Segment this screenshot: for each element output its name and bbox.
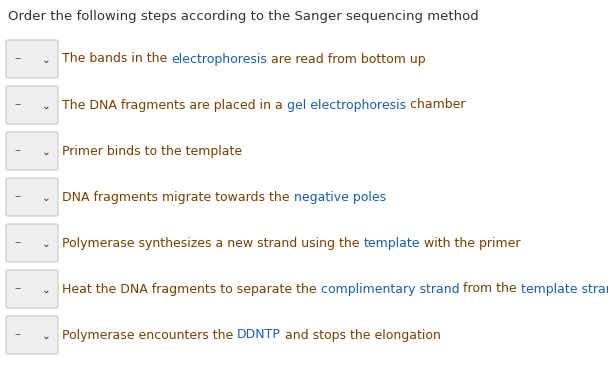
Text: ⌄: ⌄ xyxy=(42,239,50,249)
Text: DDNTP: DDNTP xyxy=(237,328,281,342)
Text: –: – xyxy=(14,236,20,250)
Text: –: – xyxy=(14,98,20,112)
Text: –: – xyxy=(14,328,20,342)
FancyBboxPatch shape xyxy=(6,40,58,78)
Text: with the primer: with the primer xyxy=(420,236,520,250)
Text: Polymerase synthesizes a new strand using the: Polymerase synthesizes a new strand usin… xyxy=(62,236,364,250)
Text: –: – xyxy=(14,190,20,203)
Text: ⌄: ⌄ xyxy=(42,147,50,157)
Text: chamber: chamber xyxy=(406,98,465,112)
Text: are read from bottom up: are read from bottom up xyxy=(267,52,426,65)
Text: Polymerase encounters the: Polymerase encounters the xyxy=(62,328,237,342)
Text: Heat the DNA fragments to separate the: Heat the DNA fragments to separate the xyxy=(62,283,320,295)
Text: –: – xyxy=(14,145,20,157)
FancyBboxPatch shape xyxy=(6,224,58,262)
Text: template: template xyxy=(364,236,420,250)
Text: The bands in the: The bands in the xyxy=(62,52,171,65)
Text: The DNA fragments are placed in a: The DNA fragments are placed in a xyxy=(62,98,287,112)
Text: complimentary strand: complimentary strand xyxy=(320,283,459,295)
FancyBboxPatch shape xyxy=(6,178,58,216)
Text: ⌄: ⌄ xyxy=(42,285,50,295)
Text: –: – xyxy=(14,283,20,295)
Text: –: – xyxy=(14,52,20,65)
Text: ⌄: ⌄ xyxy=(42,55,50,65)
FancyBboxPatch shape xyxy=(6,270,58,308)
Text: template strand: template strand xyxy=(521,283,608,295)
FancyBboxPatch shape xyxy=(6,316,58,354)
Text: and stops the elongation: and stops the elongation xyxy=(281,328,441,342)
Text: electrophoresis: electrophoresis xyxy=(171,52,267,65)
Text: Primer binds to the template: Primer binds to the template xyxy=(62,145,242,157)
FancyBboxPatch shape xyxy=(6,132,58,170)
Text: gel electrophoresis: gel electrophoresis xyxy=(287,98,406,112)
Text: negative poles: negative poles xyxy=(294,190,385,203)
FancyBboxPatch shape xyxy=(6,86,58,124)
Text: DNA fragments migrate towards the: DNA fragments migrate towards the xyxy=(62,190,294,203)
Text: ⌄: ⌄ xyxy=(42,101,50,111)
Text: ⌄: ⌄ xyxy=(42,193,50,203)
Text: Order the following steps according to the Sanger sequencing method: Order the following steps according to t… xyxy=(8,10,478,23)
Text: from the: from the xyxy=(459,283,521,295)
Text: ⌄: ⌄ xyxy=(42,331,50,341)
